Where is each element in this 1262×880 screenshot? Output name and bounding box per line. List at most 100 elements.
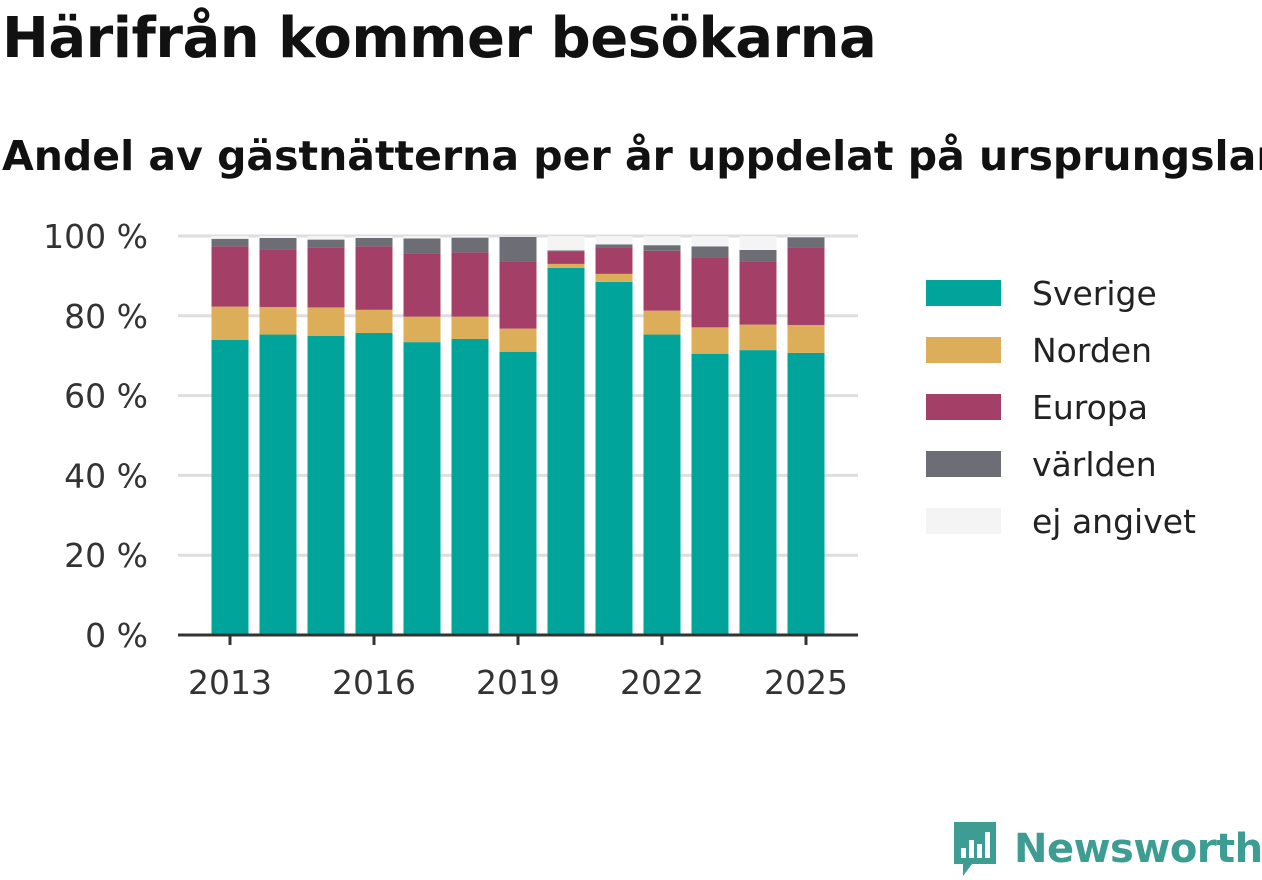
bar-segment <box>499 351 537 635</box>
newsworthy-logo: Newsworthy <box>950 818 1262 880</box>
bar-segment <box>547 250 585 252</box>
legend-swatch <box>926 280 1001 306</box>
axes: 0 % 20 % 40 % 60 % 80 % 100 % 2013 2016 2019 2022… <box>43 217 858 702</box>
bar-segment <box>211 306 249 340</box>
bar-segment <box>739 324 777 351</box>
legend[interactable]: Sverige Norden Europa världen ej angivet <box>926 274 1196 541</box>
bar-segment <box>211 236 249 239</box>
bar-stack-2013 <box>211 236 249 635</box>
legend-label: ej angivet <box>1032 502 1196 541</box>
bar-stack-2024 <box>739 236 777 635</box>
bar-segment <box>259 236 297 238</box>
y-tick-label: 20 % <box>64 536 148 575</box>
bar-segment <box>691 257 729 328</box>
bar-segment <box>259 334 297 635</box>
bar-segment <box>403 236 441 239</box>
bar-segment <box>643 334 681 635</box>
y-tick-label: 100 % <box>43 217 148 256</box>
bar-segment <box>451 316 489 339</box>
bar-segment <box>595 244 633 248</box>
y-tick-label: 40 % <box>64 456 148 495</box>
bar-segment <box>643 310 681 335</box>
legend-swatch <box>926 394 1001 420</box>
legend-item[interactable]: Sverige <box>926 274 1157 313</box>
bar-segment <box>451 338 489 635</box>
bar-segment <box>499 236 537 262</box>
bar-segment <box>739 350 777 635</box>
bar-segment <box>499 328 537 352</box>
bar-segment <box>595 281 633 635</box>
bar-segment <box>451 237 489 253</box>
bar-segment <box>403 316 441 343</box>
legend-label: Norden <box>1032 331 1152 370</box>
legend-swatch <box>926 451 1001 477</box>
bar-stack-2018 <box>451 236 489 635</box>
x-tick-label: 2016 <box>332 663 416 702</box>
bar-stack-2016 <box>355 236 393 635</box>
bar-stack-2019 <box>499 236 537 635</box>
bar-segment <box>787 324 825 353</box>
legend-label: världen <box>1032 445 1157 484</box>
chart-subtitle: Andel av gästnätterna per år uppdelat på… <box>2 132 1262 180</box>
bar-segment <box>595 273 633 282</box>
bar-segment <box>547 263 585 268</box>
bar-segment <box>691 327 729 354</box>
bar-segment <box>355 332 393 635</box>
bar-segment <box>211 339 249 635</box>
bar-segment <box>739 249 777 262</box>
legend-swatch <box>926 508 1001 534</box>
legend-item[interactable]: Europa <box>926 388 1148 427</box>
bar-segment <box>211 246 249 307</box>
x-tick-label: 2019 <box>476 663 560 702</box>
bar-segment <box>739 236 777 250</box>
bar-segment <box>643 250 681 311</box>
bar-segment <box>643 245 681 251</box>
bar-segment <box>403 253 441 317</box>
bar-segment <box>259 237 297 250</box>
chart-title: Härifrån kommer besökarna <box>2 6 877 71</box>
brand-name: Newsworthy <box>1014 826 1262 872</box>
y-tick-label: 80 % <box>64 297 148 336</box>
bar-segment <box>499 236 537 237</box>
bar-stack-2025 <box>787 236 825 635</box>
bar-stack-2020 <box>547 236 585 635</box>
bar-stack-2017 <box>403 236 441 635</box>
bar-segment <box>595 247 633 274</box>
bar-segment <box>307 236 345 240</box>
bar-segment <box>355 236 393 238</box>
bar-segment <box>307 335 345 635</box>
bar-segment <box>211 238 249 247</box>
bar-segment <box>787 247 825 325</box>
bar-segment <box>451 252 489 317</box>
legend-item[interactable]: världen <box>926 445 1157 484</box>
x-tick-label: 2025 <box>764 663 848 702</box>
legend-label: Europa <box>1032 388 1148 427</box>
legend-item[interactable]: Norden <box>926 331 1152 370</box>
bar-segment <box>403 342 441 635</box>
legend-swatch <box>926 337 1001 363</box>
bars <box>211 236 825 635</box>
bar-segment <box>499 261 537 329</box>
bar-segment <box>355 237 393 247</box>
bar-stack-2021 <box>595 236 633 635</box>
legend-label: Sverige <box>1032 274 1157 313</box>
bar-segment <box>691 246 729 258</box>
bar-segment <box>739 261 777 325</box>
bar-segment <box>787 236 825 238</box>
bar-segment <box>547 267 585 635</box>
legend-item[interactable]: ej angivet <box>926 502 1196 541</box>
bar-segment <box>307 307 345 336</box>
bar-segment <box>451 236 489 238</box>
bar-segment <box>691 236 729 247</box>
bar-segment <box>547 251 585 264</box>
bar-segment <box>787 237 825 248</box>
bar-stack-2022 <box>643 236 681 635</box>
y-tick-label: 60 % <box>64 377 148 416</box>
bar-segment <box>403 238 441 254</box>
bar-stack-2015 <box>307 236 345 635</box>
bar-stack-2023 <box>691 236 729 635</box>
x-tick-label: 2022 <box>620 663 704 702</box>
bar-segment <box>355 246 393 310</box>
bar-segment <box>355 309 393 333</box>
bar-segment <box>787 352 825 635</box>
